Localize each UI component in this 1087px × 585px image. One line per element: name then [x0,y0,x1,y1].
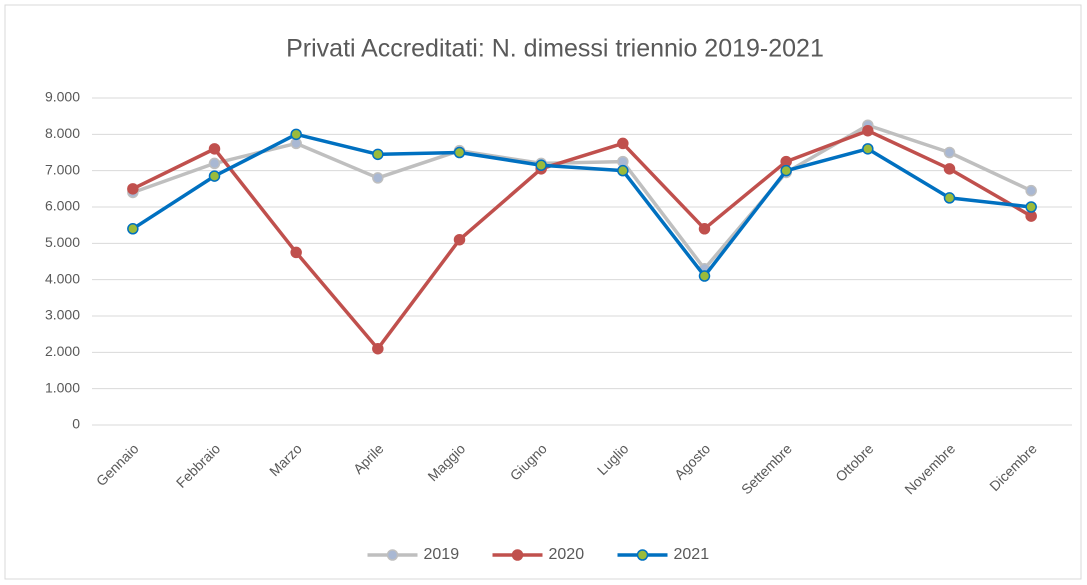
y-tick-label: 1.000 [45,379,80,395]
data-point [780,164,792,177]
line-series [131,132,1032,278]
y-tick-label: 5.000 [45,234,80,250]
data-point [617,137,629,150]
data-point [698,223,711,235]
y-tick-label: 4.000 [45,270,80,286]
y-tick-label: 2.000 [45,343,80,359]
chart-title: Privati Accreditati: N. dimessi triennio… [286,35,824,63]
data-point [127,223,139,235]
data-point [127,183,139,195]
data-point [290,128,302,141]
data-point [372,148,384,161]
data-point [943,192,956,204]
legend-marker [511,549,524,561]
legend-label: 2021 [674,546,710,563]
data-point [943,146,956,159]
data-point [862,143,874,155]
data-point [208,157,221,170]
data-point [698,270,711,282]
data-point [372,172,384,184]
chart-border [4,4,1082,580]
data-point [862,124,874,137]
data-point [1025,201,1037,213]
legend-marker [636,549,649,561]
data-point [208,170,221,182]
data-point [943,163,956,175]
line-series [132,123,1032,271]
y-tick-label: 3.000 [45,307,80,323]
data-point [372,342,384,355]
legend-marker [386,549,399,561]
y-tick-label: 6.000 [45,198,80,214]
line-series [132,128,1033,351]
y-tick-label: 8.000 [45,125,80,141]
data-point [1025,184,1037,197]
data-point [290,246,302,259]
legend-label: 2019 [424,546,460,563]
y-tick-label: 9.000 [45,89,80,105]
legend-label: 2020 [549,546,585,563]
y-tick-label: 0 [72,416,80,432]
data-point [453,233,466,246]
data-point [535,159,547,171]
y-tick-label: 7.000 [45,161,80,177]
data-point [453,146,466,159]
data-point [208,143,221,155]
data-point [617,164,629,177]
